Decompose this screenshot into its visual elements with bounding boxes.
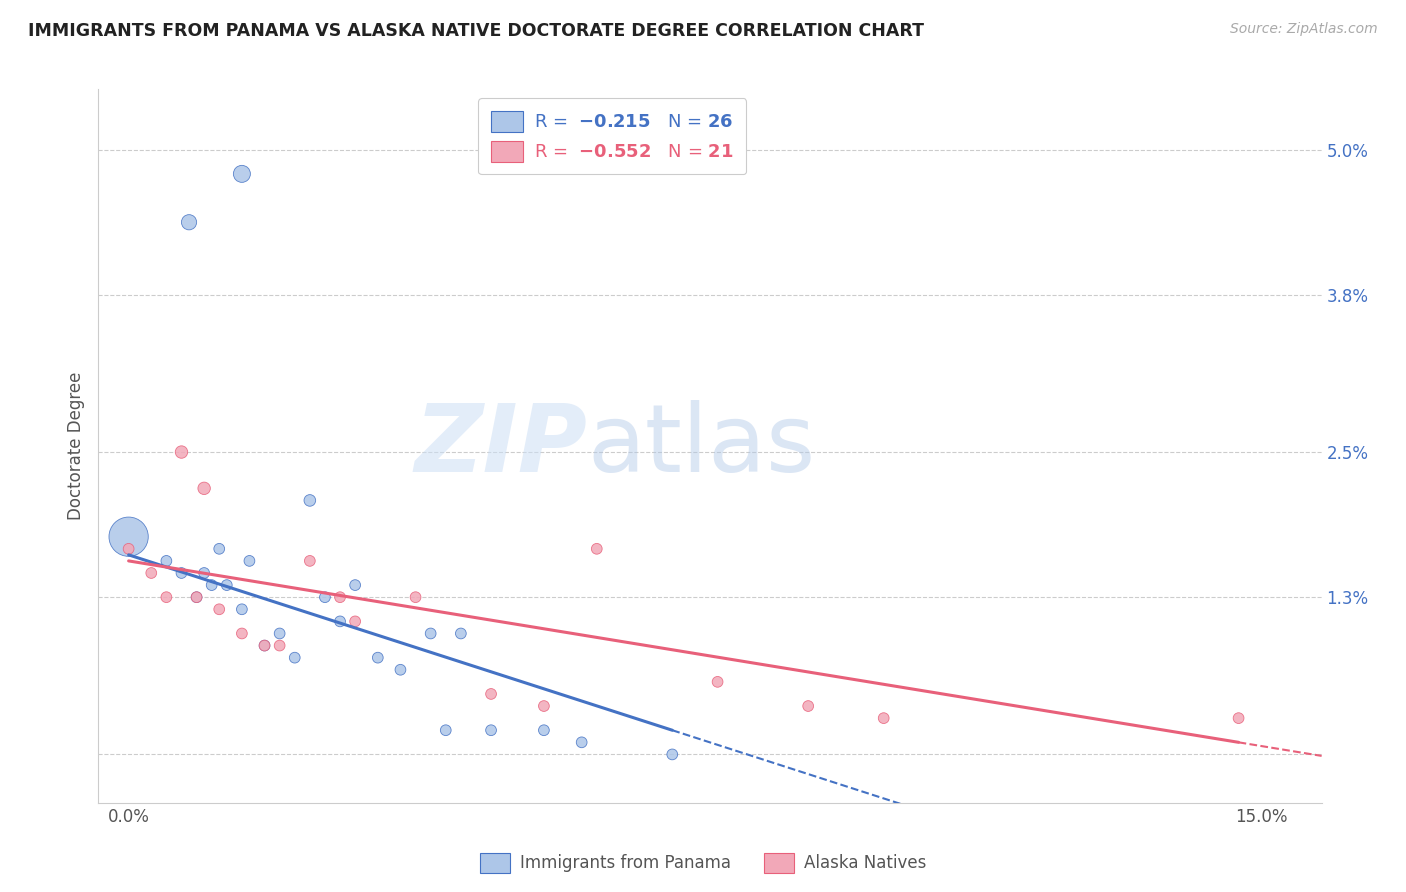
Point xyxy=(117,530,139,544)
Point xyxy=(215,578,238,592)
Point xyxy=(170,445,193,459)
Point xyxy=(117,541,139,556)
Point xyxy=(186,590,208,604)
Point xyxy=(269,626,291,640)
Point xyxy=(141,566,163,580)
Point xyxy=(479,687,502,701)
Point xyxy=(585,541,607,556)
Point xyxy=(193,481,215,495)
Point xyxy=(314,590,336,604)
Point xyxy=(344,615,367,629)
Point xyxy=(298,493,321,508)
Point xyxy=(450,626,472,640)
Point xyxy=(269,639,291,653)
Point xyxy=(367,650,389,665)
Point xyxy=(389,663,412,677)
Point xyxy=(298,554,321,568)
Text: atlas: atlas xyxy=(588,400,815,492)
Point xyxy=(1227,711,1250,725)
Text: IMMIGRANTS FROM PANAMA VS ALASKA NATIVE DOCTORATE DEGREE CORRELATION CHART: IMMIGRANTS FROM PANAMA VS ALASKA NATIVE … xyxy=(28,22,924,40)
Legend: R =  $\mathbf{-0.215}$   N = $\mathbf{26}$, R =  $\mathbf{-0.552}$   N = $\mathb: R = $\mathbf{-0.215}$ N = $\mathbf{26}$,… xyxy=(478,98,747,174)
Point xyxy=(155,554,177,568)
Point xyxy=(571,735,593,749)
Point xyxy=(170,566,193,580)
Point xyxy=(479,723,502,738)
Point xyxy=(706,674,728,689)
Point xyxy=(284,650,307,665)
Text: Source: ZipAtlas.com: Source: ZipAtlas.com xyxy=(1230,22,1378,37)
Point xyxy=(186,590,208,604)
Point xyxy=(253,639,276,653)
Point xyxy=(344,578,367,592)
Point xyxy=(419,626,441,640)
Point xyxy=(231,602,253,616)
Text: ZIP: ZIP xyxy=(415,400,588,492)
Point xyxy=(231,167,253,181)
Point xyxy=(208,541,231,556)
Point xyxy=(661,747,683,762)
Point xyxy=(193,566,215,580)
Point xyxy=(329,615,352,629)
Point xyxy=(797,699,820,714)
Y-axis label: Doctorate Degree: Doctorate Degree xyxy=(66,372,84,520)
Point xyxy=(201,578,224,592)
Point xyxy=(155,590,177,604)
Point xyxy=(533,699,555,714)
Point xyxy=(533,723,555,738)
Point xyxy=(253,639,276,653)
Point xyxy=(177,215,200,229)
Point xyxy=(873,711,896,725)
Point xyxy=(238,554,260,568)
Point xyxy=(405,590,427,604)
Point xyxy=(434,723,457,738)
Point xyxy=(208,602,231,616)
Point xyxy=(231,626,253,640)
Legend: Immigrants from Panama, Alaska Natives: Immigrants from Panama, Alaska Natives xyxy=(472,847,934,880)
Point xyxy=(329,590,352,604)
